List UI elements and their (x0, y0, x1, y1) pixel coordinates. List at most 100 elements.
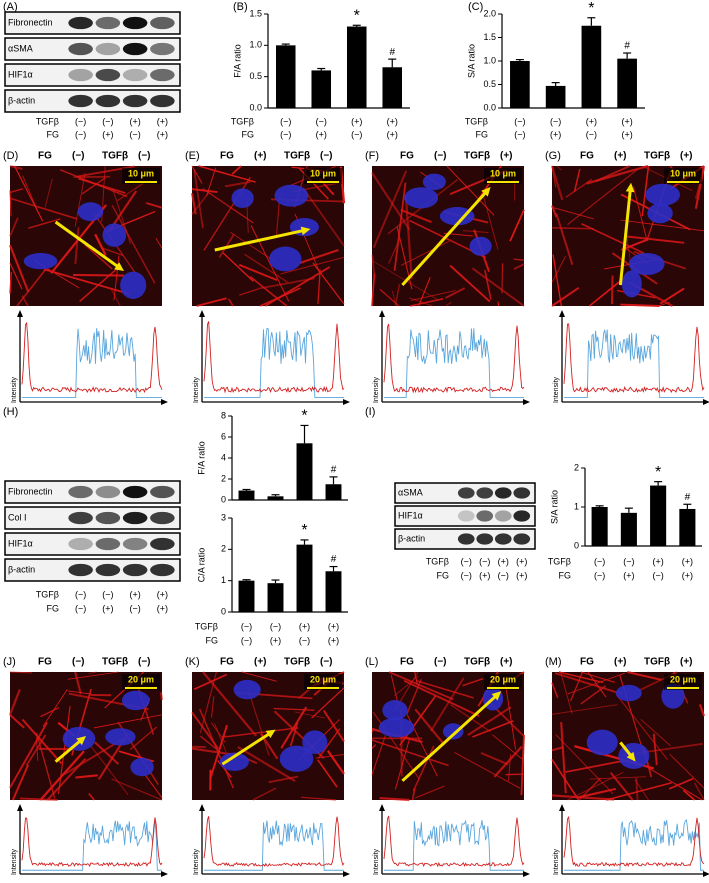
bar (268, 496, 284, 500)
axis-arrow (379, 310, 385, 317)
profile-blue (204, 328, 344, 397)
micrograph (10, 166, 162, 306)
fiber (612, 276, 613, 305)
condition-header: (−) (434, 151, 447, 162)
condition-state: (−) (498, 570, 509, 580)
bar (347, 27, 367, 108)
significance-mark: * (655, 464, 661, 481)
condition-name: TGFβ (426, 556, 449, 566)
significance-mark: * (354, 7, 360, 24)
blot-band (150, 43, 175, 55)
condition-name: TGFβ (548, 556, 571, 566)
condition-name: FG (47, 129, 60, 139)
panel-label: (M) (545, 656, 562, 668)
y-tick-label: 8 (221, 410, 226, 420)
profile-y-label: Intensity (553, 848, 560, 875)
condition-name: FG (242, 129, 255, 139)
condition-state: (+) (157, 589, 168, 599)
fiber (620, 305, 659, 306)
condition-header: FG (400, 657, 414, 668)
nucleus (629, 253, 665, 275)
condition-state: (−) (594, 570, 605, 580)
y-tick-label: 2.0 (483, 8, 496, 18)
condition-header: TGFβ (644, 151, 670, 162)
nucleus (470, 237, 492, 256)
condition-name: FG (437, 570, 450, 580)
axis-arrow (559, 310, 565, 317)
blot-band (150, 95, 175, 107)
blot-band (495, 533, 512, 544)
axis-arrow (17, 310, 23, 317)
blot-band (68, 17, 93, 29)
condition-state: (+) (102, 603, 113, 613)
profile-blue (204, 821, 344, 871)
y-tick-label: 0 (221, 494, 226, 504)
condition-state: (−) (653, 570, 664, 580)
fiber (161, 692, 162, 700)
panel-label: (G) (545, 150, 561, 162)
nucleus (379, 718, 414, 738)
nucleus (24, 253, 58, 269)
condition-state: (+) (102, 129, 113, 139)
y-tick-label: 2 (221, 473, 226, 483)
blot-row-label: αSMA (8, 43, 33, 53)
condition-header: FG (220, 657, 234, 668)
condition-header: TGFβ (102, 151, 128, 162)
condition-state: (−) (461, 570, 472, 580)
bar (582, 26, 602, 108)
condition-header: TGFβ (464, 657, 490, 668)
condition-header: FG (220, 151, 234, 162)
blot-band (96, 564, 121, 576)
condition-header: FG (580, 657, 594, 668)
blot-band (68, 95, 93, 107)
blot-row-label: β-actin (398, 533, 425, 543)
significance-mark: * (301, 408, 307, 425)
y-axis-label: F/A ratio (232, 44, 242, 78)
panel-label: (J) (3, 656, 16, 668)
condition-state: (+) (130, 589, 141, 599)
condition-state: (+) (328, 621, 339, 631)
bar (546, 86, 566, 108)
condition-header: TGFβ (102, 657, 128, 668)
nucleus (78, 202, 104, 221)
y-tick-label: 0.0 (483, 102, 496, 112)
blot-band (150, 564, 175, 576)
bar (326, 571, 342, 612)
axis-arrow (199, 804, 205, 811)
condition-header: (−) (72, 151, 85, 162)
condition-state: (−) (586, 129, 597, 139)
condition-state: (+) (682, 570, 693, 580)
condition-header: (−) (138, 657, 151, 668)
axis-arrow (523, 871, 530, 877)
y-tick-label: 0.0 (249, 102, 262, 112)
panel-label: (F) (365, 150, 379, 162)
condition-state: (−) (280, 129, 291, 139)
condition-state: (+) (498, 556, 509, 566)
blot-row-label: HIF1α (8, 69, 33, 79)
condition-state: (−) (351, 129, 362, 139)
blot-band (123, 538, 148, 550)
axis-arrow (161, 871, 168, 877)
condition-state: (−) (514, 129, 525, 139)
blot-band (123, 486, 148, 498)
blot-band (513, 533, 530, 544)
condition-header: (+) (614, 151, 627, 162)
micrograph (10, 672, 162, 800)
condition-state: (−) (280, 116, 291, 126)
blot-band (96, 17, 121, 29)
bar (621, 513, 637, 546)
bar (311, 70, 331, 108)
condition-header: (+) (500, 151, 513, 162)
axis-arrow (379, 804, 385, 811)
y-tick-label: 2 (221, 544, 226, 554)
condition-state: (−) (514, 116, 525, 126)
nucleus (382, 700, 407, 720)
nucleus (269, 247, 301, 272)
y-tick-label: 0 (221, 606, 226, 616)
y-tick-label: 1.5 (483, 32, 496, 42)
nucleus (122, 691, 150, 711)
blot-band (476, 510, 493, 521)
blot-row-label: HIF1α (8, 538, 33, 548)
scale-label: 10 μm (490, 168, 516, 178)
condition-header: (−) (320, 657, 333, 668)
